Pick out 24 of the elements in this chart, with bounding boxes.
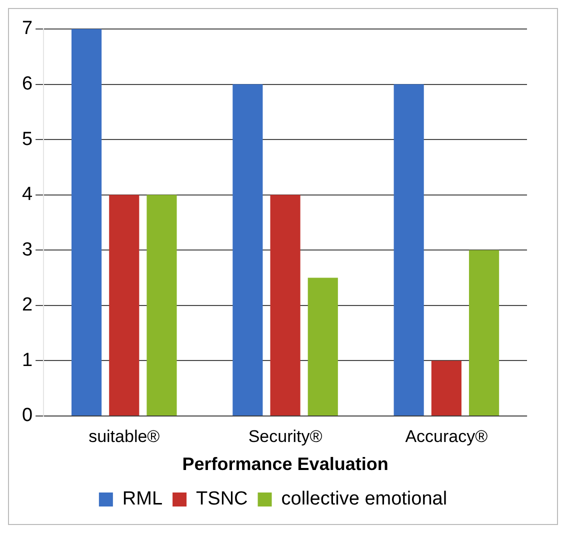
- bar: [431, 360, 462, 416]
- legend-label: RML: [122, 488, 163, 510]
- y-tick-label: 4: [22, 184, 33, 206]
- y-tick-label: 3: [22, 239, 33, 260]
- y-tick-label: 7: [22, 18, 33, 40]
- legend-label: collective emotional: [281, 488, 448, 510]
- bar: [394, 84, 424, 416]
- x-tick-label: suitable®: [88, 426, 160, 446]
- y-tick-label: 1: [22, 350, 33, 371]
- x-tick-label: Accuracy®: [405, 426, 488, 446]
- bar: [308, 278, 338, 416]
- bar: [270, 194, 300, 416]
- bar: [109, 194, 140, 416]
- legend-label: TSNC: [196, 488, 248, 510]
- bar: [468, 250, 500, 416]
- y-tick-label: 0: [22, 405, 33, 426]
- y-tick-label: 6: [22, 74, 33, 95]
- bar: [146, 194, 177, 416]
- y-tick-label: 5: [22, 128, 33, 150]
- bar: [232, 84, 263, 416]
- bar: [72, 29, 102, 416]
- x-tick-label: Security®: [248, 426, 323, 446]
- x-axis-title: Performance Evaluation: [182, 454, 388, 474]
- y-tick-label: 2: [22, 294, 33, 316]
